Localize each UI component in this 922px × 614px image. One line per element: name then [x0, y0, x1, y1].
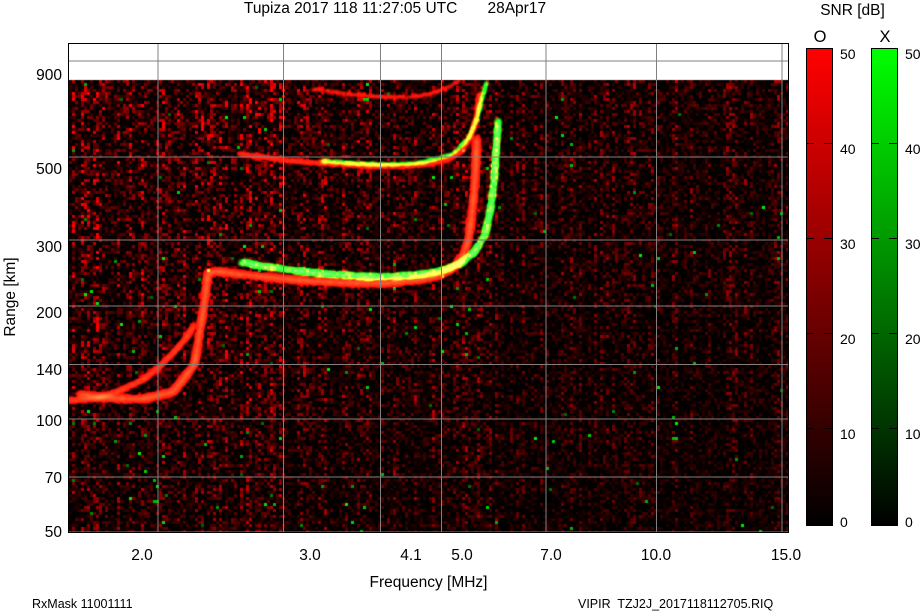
y-tick-label: 300 [36, 239, 62, 256]
y-axis-ticks: 50 70 100 140 200 300 500 900 [0, 0, 62, 614]
colorbar-o-tick-mark [806, 143, 814, 144]
colorbar-x-tick-mark [871, 238, 879, 239]
colorbar-o-gradient[interactable] [806, 48, 833, 526]
x-tick-label: 4.1 [400, 547, 422, 564]
colorbar-o-tick-mark [806, 333, 814, 334]
colorbar-x-tick-label: 10 [905, 426, 921, 442]
colorbar-x-tick-mark [871, 428, 879, 429]
colorbar-o-tick-label: 10 [840, 426, 856, 442]
colorbar-x-caption: X [879, 28, 891, 46]
ionogram-canvas [69, 44, 788, 532]
y-tick-label: 50 [44, 524, 62, 541]
file-label: VIPIR TZJ2J_2017118112705.RIQ [578, 597, 774, 611]
x-tick-label: 3.0 [299, 547, 321, 564]
colorbar-o-tick-label: 0 [840, 514, 848, 530]
colorbar-x-tick-mark [889, 143, 897, 144]
colorbar-o-tick-label: 40 [840, 141, 856, 157]
colorbar-o-caption: O [813, 28, 827, 46]
colorbar-o-tick-label: 20 [840, 331, 856, 347]
colorbar-x-tick-mark [871, 333, 879, 334]
ionogram-plot[interactable] [68, 43, 789, 533]
colorbar-x-tick-label: 40 [905, 141, 921, 157]
colorbar-o-tick-mark [806, 428, 814, 429]
colorbar-o-tick-label: 30 [840, 236, 856, 252]
y-axis-label: Range [km] [2, 257, 19, 337]
colorbar-x-tick-mark [889, 333, 897, 334]
y-tick-label: 100 [36, 413, 62, 430]
x-tick-label: 7.0 [540, 547, 562, 564]
y-tick-label: 200 [36, 305, 62, 322]
colorbar-o-tick-label: 50 [840, 46, 856, 62]
colorbar-x-tick-label: 0 [905, 514, 913, 530]
rxmask-label: RxMask 11001111 [32, 597, 133, 611]
colorbar-x-tick-mark [889, 428, 897, 429]
x-tick-label: 2.0 [131, 547, 153, 564]
x-tick-label: 5.0 [451, 547, 473, 564]
colorbar-x-tick-mark [871, 143, 879, 144]
colorbar-x-tick-label: 50 [905, 46, 921, 62]
x-tick-label: 10.0 [640, 547, 672, 564]
y-tick-label: 900 [36, 67, 62, 84]
colorbar-o-tick-mark [806, 238, 814, 239]
colorbar-x-tick-mark [889, 238, 897, 239]
x-tick-label: 15.0 [770, 547, 802, 564]
colorbar-o-tick-mark [824, 428, 832, 429]
page-title: Tupiza 2017 118 11:27:05 UTC 28Apr17 [243, 0, 547, 17]
y-tick-label: 140 [36, 362, 62, 379]
y-tick-label: 70 [44, 470, 62, 487]
colorbar-o-tick-mark [824, 238, 832, 239]
y-tick-label: 500 [36, 161, 62, 178]
x-axis-label: Frequency [MHz] [369, 574, 488, 591]
colorbar-x-tick-label: 30 [905, 236, 921, 252]
colorbar-title: SNR [dB] [820, 2, 885, 19]
colorbar-o-tick-mark [824, 143, 832, 144]
colorbar-x-gradient[interactable] [871, 48, 898, 526]
colorbar-x-tick-label: 20 [905, 331, 921, 347]
colorbar-o-tick-mark [824, 333, 832, 334]
